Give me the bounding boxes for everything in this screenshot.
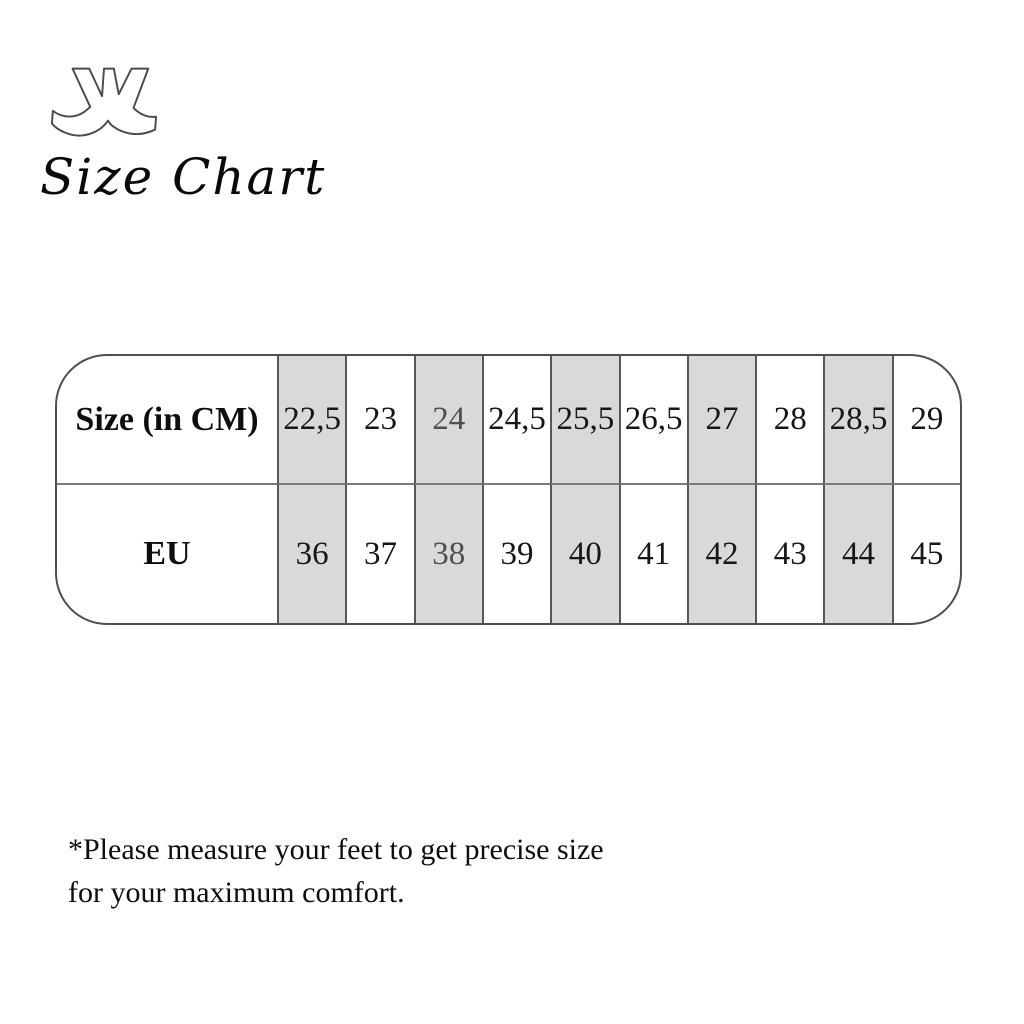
table-cell-eu-4: 40 [550,485,619,623]
table-cell-cm-3: 24,5 [481,356,551,485]
table-cell-eu-1: 37 [345,485,413,623]
table-cell-eu-5: 41 [618,485,687,623]
table-cell-cm-6: 27 [686,356,756,485]
table-cell-eu-7: 43 [755,485,823,623]
table-cell-cm-8: 28,5 [823,356,892,485]
table-cell-eu-9: 45 [891,485,960,623]
table-cell-cm-9: 29 [891,356,960,485]
table-cell-eu-0: 36 [277,485,346,623]
footnote-line-2: for your maximum comfort. [68,876,405,909]
footnote-line-1: *Please measure your feet to get precise… [68,833,604,866]
footnote: *Please measure your feet to get precise… [68,828,604,914]
table-cell-eu-2: 38 [413,485,482,623]
table-cell-eu-3: 39 [481,485,550,623]
table-cell-cm-0: 22,5 [277,356,346,485]
table-cell-cm-5: 26,5 [618,356,687,485]
brand-logo-icon [50,67,158,137]
table-cell-cm-4: 25,5 [550,356,619,485]
row-header-eu: EU [143,535,191,572]
row-header-cm: Size (in CM) [57,356,277,485]
table-cell-eu-6: 42 [686,485,756,623]
table-cell-cm-7: 28 [755,356,824,485]
table-cell-cm-2: 24 [413,356,482,485]
table-cell-cm-1: 23 [345,356,414,485]
size-conversion-table: Size (in CM) 22,5 23 24 24,5 25,5 26,5 2… [55,354,962,625]
table-cell-eu-8: 44 [823,485,892,623]
page-title: Size Chart [40,148,327,206]
